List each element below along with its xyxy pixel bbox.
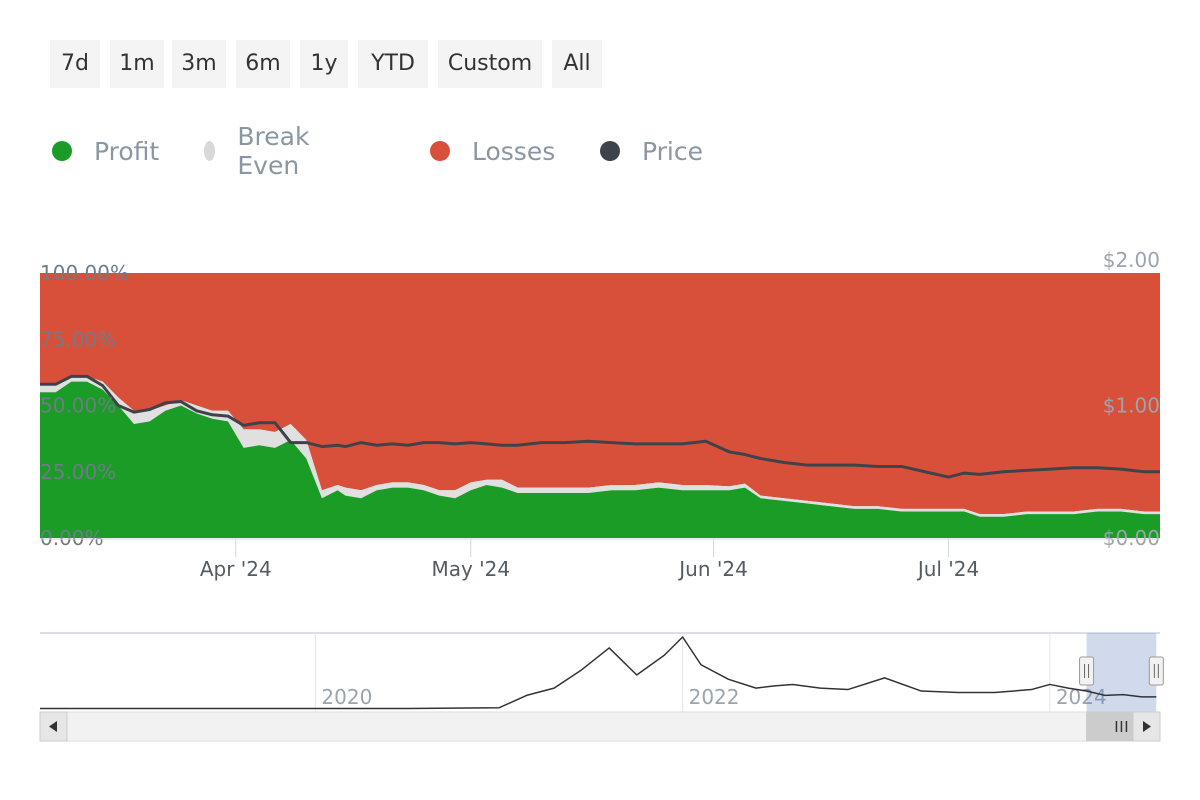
- scrollbar-right-button[interactable]: [1132, 711, 1161, 742]
- x-axis-tick-label: Jun '24: [677, 557, 748, 581]
- left-axis-tick-label: 25.00%: [40, 460, 116, 484]
- arrow-left-icon: [49, 721, 57, 732]
- navigator-tick-label: 2022: [689, 685, 740, 709]
- navigator-handle-left[interactable]: [1079, 656, 1095, 686]
- x-axis-tick-label: May '24: [431, 557, 510, 581]
- series-area-profit: [40, 381, 1160, 538]
- handle-box: [1148, 656, 1164, 686]
- series-area-break-even: [40, 376, 1160, 517]
- legend-item-break-even[interactable]: Break Even: [204, 122, 318, 180]
- arrow-right-icon: [1143, 721, 1151, 732]
- legend-dot-profit: [52, 141, 72, 161]
- series-line-price: [40, 374, 1160, 479]
- range-6m-button[interactable]: 6m: [236, 40, 290, 88]
- navigator-tick-label: 2024: [1056, 685, 1107, 709]
- navigator-series-line: [40, 636, 1157, 710]
- legend-item-price[interactable]: Price: [600, 128, 703, 174]
- right-axis-tick-label: $0.00: [1103, 526, 1160, 550]
- scrollbar-left-button[interactable]: [39, 711, 68, 742]
- series-area-losses: [40, 273, 1160, 515]
- legend-label-losses: Losses: [472, 136, 556, 166]
- scrollbar-track: [39, 711, 1161, 742]
- left-axis-tick-label: 0.00%: [40, 526, 104, 550]
- range-3m-button[interactable]: 3m: [172, 40, 226, 88]
- range-ytd-button[interactable]: YTD: [358, 40, 428, 88]
- right-axis-tick-label: $2.00: [1103, 248, 1160, 272]
- legend-label-break-even: Break Even: [237, 122, 310, 180]
- right-axis-tick-label: $1.00: [1103, 394, 1160, 418]
- legend-dot-break-even: [204, 141, 216, 161]
- range-1y-button[interactable]: 1y: [300, 40, 348, 88]
- legend-label-price: Price: [642, 136, 703, 166]
- left-axis-tick-label: 75.00%: [40, 327, 116, 351]
- range-7d-button[interactable]: 7d: [50, 40, 100, 88]
- legend-item-losses[interactable]: Losses: [430, 128, 555, 174]
- navigator-handle-right[interactable]: [1148, 656, 1164, 686]
- range-custom-button[interactable]: Custom: [438, 40, 542, 88]
- legend-dot-losses: [430, 141, 450, 161]
- range-1m-button[interactable]: 1m: [110, 40, 164, 88]
- left-axis-tick-label: 50.00%: [40, 394, 116, 418]
- legend-label-profit: Profit: [94, 136, 160, 166]
- navigator-tick-label: 2020: [321, 685, 372, 709]
- legend-item-profit[interactable]: Profit: [52, 128, 159, 174]
- left-axis-tick-label: 100.00%: [40, 261, 129, 285]
- x-axis-tick-label: Jul '24: [916, 557, 979, 581]
- scrollbar-right-button-bg: [1132, 711, 1161, 742]
- handle-box: [1079, 656, 1095, 686]
- navigator-selection: [1086, 633, 1157, 712]
- range-all-button[interactable]: All: [552, 40, 602, 88]
- legend-dot-price: [600, 141, 620, 161]
- x-axis-tick-label: Apr '24: [200, 557, 272, 581]
